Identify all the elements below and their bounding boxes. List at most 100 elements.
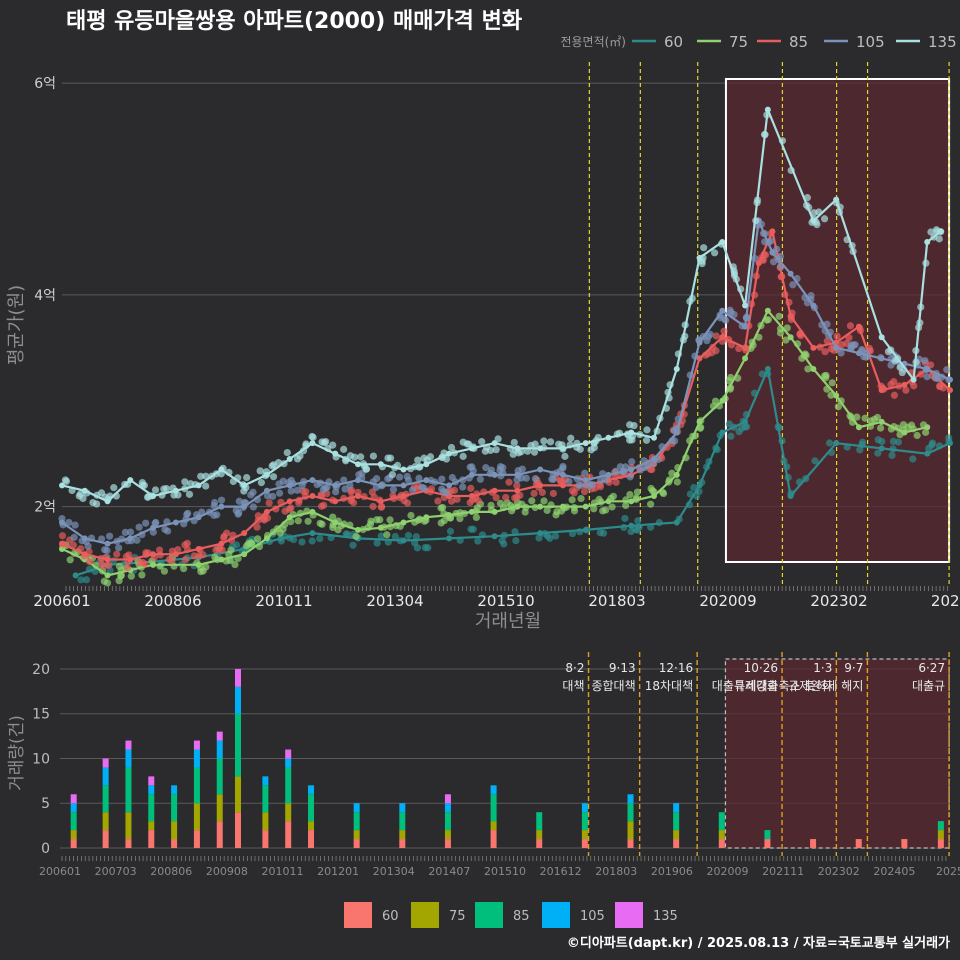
price-point-105 — [217, 496, 226, 504]
price-point-75 — [834, 403, 842, 411]
price-marker-105 — [150, 524, 157, 531]
price-point-135 — [256, 467, 264, 475]
x-tick-label: 2025 — [931, 592, 960, 610]
price-marker-105 — [218, 503, 225, 510]
price-marker-75 — [150, 561, 157, 568]
price-marker-105 — [833, 344, 840, 351]
price-point-105 — [247, 491, 255, 499]
price-point-85 — [347, 488, 355, 496]
price-marker-85 — [491, 487, 498, 494]
price-point-75 — [622, 501, 630, 510]
price-point-135 — [642, 436, 651, 444]
volume-bar-75 — [399, 830, 406, 840]
price-point-75 — [775, 312, 783, 320]
price-point-105 — [105, 532, 114, 540]
price-marker-105 — [377, 482, 384, 489]
price-marker-135 — [878, 334, 885, 341]
volume-bar-85 — [125, 767, 132, 813]
volume-bar-85 — [444, 812, 451, 831]
volume-bar-105 — [125, 749, 132, 768]
y-tick-label: 6억 — [34, 76, 56, 92]
price-marker-135 — [309, 440, 316, 447]
price-point-85 — [549, 489, 557, 498]
price-point-105 — [923, 373, 931, 381]
bar-highlight-period-box — [724, 658, 950, 849]
price-point-75 — [386, 516, 394, 524]
price-point-60 — [925, 444, 933, 452]
price-point-135 — [459, 452, 467, 460]
price-point-105 — [641, 463, 649, 472]
volume-bar-75 — [193, 803, 200, 831]
price-marker-85 — [241, 530, 248, 537]
price-point-135 — [185, 490, 194, 498]
price-point-75 — [540, 497, 548, 505]
price-point-105 — [161, 525, 169, 534]
price-point-105 — [459, 483, 467, 491]
price-point-85 — [910, 382, 918, 390]
price-point-60 — [377, 532, 385, 540]
bar-x-tick-label: 201011 — [262, 865, 304, 878]
price-point-105 — [213, 511, 221, 519]
price-point-75 — [180, 565, 188, 573]
price-point-75 — [329, 513, 337, 521]
price-point-75 — [407, 511, 415, 520]
price-point-75 — [100, 577, 108, 585]
price-marker-85 — [769, 228, 776, 235]
price-point-135 — [322, 437, 330, 446]
price-marker-105 — [582, 477, 589, 484]
price-marker-105 — [491, 471, 498, 478]
bottom-legend-label-135: 135 — [653, 909, 678, 924]
price-point-85 — [467, 484, 475, 492]
price-point-75 — [127, 572, 135, 580]
price-point-60 — [446, 527, 455, 535]
price-marker-135 — [742, 302, 749, 309]
volume-bar-75 — [444, 830, 451, 840]
price-point-85 — [530, 489, 538, 498]
volume-bar-85 — [399, 812, 406, 831]
price-marker-85 — [150, 551, 157, 558]
bar-x-tick-label: 202405 — [873, 865, 915, 878]
price-marker-135 — [628, 429, 635, 436]
price-point-60 — [511, 528, 519, 536]
x-tick-label: 201803 — [588, 592, 645, 610]
price-marker-85 — [355, 493, 361, 500]
price-point-105 — [769, 258, 778, 266]
price-point-60 — [599, 529, 608, 537]
price-point-60 — [298, 538, 306, 546]
price-point-105 — [807, 292, 815, 300]
price-point-105 — [531, 475, 540, 483]
volume-bar-135 — [148, 776, 155, 786]
policy-name-label: 종합대책 — [591, 678, 635, 693]
price-marker-75 — [241, 551, 248, 558]
price-marker-85 — [947, 387, 953, 394]
price-marker-75 — [491, 508, 498, 515]
price-marker-105 — [446, 482, 453, 489]
price-point-60 — [742, 423, 751, 431]
price-point-75 — [608, 503, 616, 511]
price-point-75 — [352, 532, 360, 541]
price-point-105 — [837, 349, 845, 357]
price-marker-105 — [332, 482, 339, 489]
volume-bar-135 — [444, 794, 451, 804]
volume-bar-75 — [235, 776, 241, 813]
price-marker-135 — [263, 471, 270, 478]
volume-bar-105 — [148, 785, 155, 795]
price-marker-85 — [332, 498, 339, 505]
price-marker-105 — [263, 487, 270, 494]
volume-bar-60 — [262, 830, 269, 848]
bar-x-tick-label: 202111 — [762, 865, 804, 878]
price-point-85 — [712, 347, 720, 355]
price-point-85 — [317, 502, 326, 510]
volume-bar-60 — [627, 839, 634, 848]
price-point-135 — [162, 484, 171, 493]
price-point-75 — [294, 517, 302, 525]
price-point-105 — [408, 486, 417, 494]
price-marker-60 — [400, 537, 407, 544]
price-point-85 — [105, 561, 113, 569]
price-point-135 — [510, 438, 518, 447]
policy-name-label: 특례대출축소 토허제 해지 — [734, 679, 863, 693]
price-point-75 — [437, 519, 445, 527]
volume-bar-105 — [444, 803, 451, 813]
price-marker-75 — [673, 471, 680, 478]
price-marker-85 — [81, 551, 88, 558]
